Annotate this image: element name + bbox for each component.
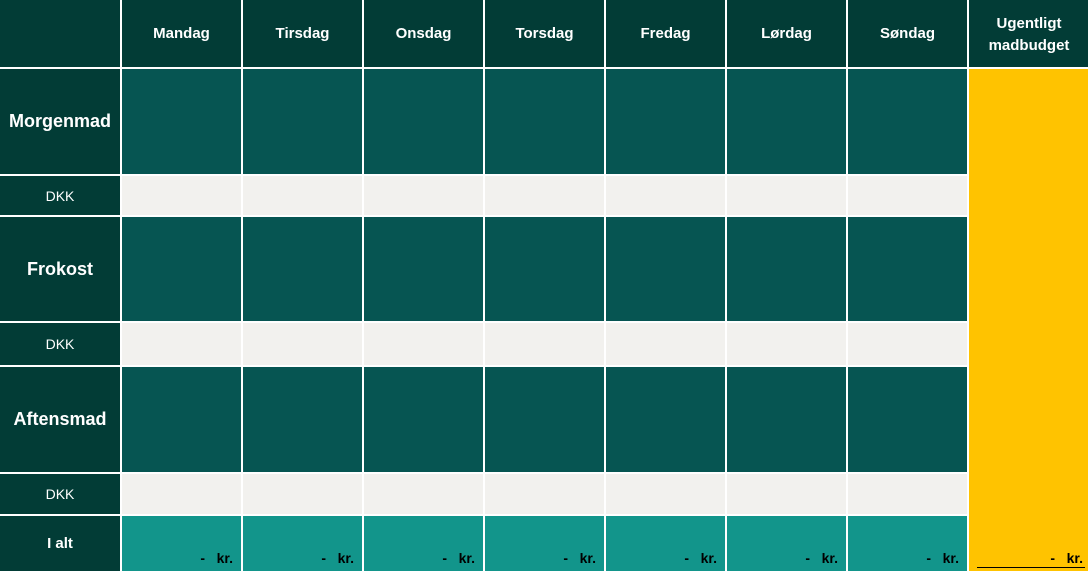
breakfast-dkk-cell-thursday[interactable] [485, 176, 604, 215]
breakfast-cell-saturday[interactable] [727, 69, 846, 174]
total-amount-thursday: - kr. [563, 550, 596, 566]
dinner-dkk-cell-monday[interactable] [122, 474, 241, 514]
total-amount-sunday: - kr. [926, 550, 959, 566]
breakfast-dkk-cell-saturday[interactable] [727, 176, 846, 215]
dinner-cell-saturday[interactable] [727, 367, 846, 472]
row-label-breakfast: Morgenmad [0, 69, 120, 174]
total-cell-monday: - kr. [122, 516, 241, 571]
dinner-cell-friday[interactable] [606, 367, 725, 472]
weekly-budget-underline [977, 567, 1085, 568]
lunch-cell-tuesday[interactable] [243, 217, 362, 321]
lunch-dkk-cell-sunday[interactable] [848, 323, 967, 365]
row-label-lunch: Frokost [0, 217, 120, 321]
weekly-budget-amount: - kr. [1050, 550, 1083, 566]
total-cell-wednesday: - kr. [364, 516, 483, 571]
total-amount-friday: - kr. [684, 550, 717, 566]
weekly-budget-header-line1: Ugentligt [996, 14, 1062, 32]
dinner-dkk-cell-friday[interactable] [606, 474, 725, 514]
lunch-dkk-cell-thursday[interactable] [485, 323, 604, 365]
lunch-cell-saturday[interactable] [727, 217, 846, 321]
dinner-dkk-cell-wednesday[interactable] [364, 474, 483, 514]
day-header-saturday: Lørdag [727, 0, 846, 67]
lunch-dkk-cell-monday[interactable] [122, 323, 241, 365]
total-cell-sunday: - kr. [848, 516, 967, 571]
row-label-breakfast-dkk: DKK [0, 176, 120, 215]
lunch-cell-monday[interactable] [122, 217, 241, 321]
total-cell-saturday: - kr. [727, 516, 846, 571]
breakfast-cell-sunday[interactable] [848, 69, 967, 174]
day-header-monday: Mandag [122, 0, 241, 67]
dinner-dkk-cell-thursday[interactable] [485, 474, 604, 514]
breakfast-cell-thursday[interactable] [485, 69, 604, 174]
weekly-budget-column[interactable]: - kr. [969, 69, 1088, 571]
total-amount-monday: - kr. [200, 550, 233, 566]
lunch-cell-sunday[interactable] [848, 217, 967, 321]
total-amount-saturday: - kr. [805, 550, 838, 566]
total-cell-tuesday: - kr. [243, 516, 362, 571]
lunch-dkk-cell-saturday[interactable] [727, 323, 846, 365]
breakfast-cell-friday[interactable] [606, 69, 725, 174]
dinner-dkk-cell-saturday[interactable] [727, 474, 846, 514]
dinner-dkk-cell-sunday[interactable] [848, 474, 967, 514]
dinner-cell-tuesday[interactable] [243, 367, 362, 472]
row-label-dinner: Aftensmad [0, 367, 120, 472]
total-amount-wednesday: - kr. [442, 550, 475, 566]
lunch-cell-friday[interactable] [606, 217, 725, 321]
total-cell-thursday: - kr. [485, 516, 604, 571]
breakfast-dkk-cell-friday[interactable] [606, 176, 725, 215]
day-header-thursday: Torsdag [485, 0, 604, 67]
corner-cell [0, 0, 120, 67]
total-cell-friday: - kr. [606, 516, 725, 571]
breakfast-dkk-cell-monday[interactable] [122, 176, 241, 215]
lunch-dkk-cell-friday[interactable] [606, 323, 725, 365]
lunch-dkk-cell-wednesday[interactable] [364, 323, 483, 365]
day-header-tuesday: Tirsdag [243, 0, 362, 67]
dinner-cell-wednesday[interactable] [364, 367, 483, 472]
breakfast-dkk-cell-tuesday[interactable] [243, 176, 362, 215]
day-header-sunday: Søndag [848, 0, 967, 67]
total-amount-tuesday: - kr. [321, 550, 354, 566]
dinner-dkk-cell-tuesday[interactable] [243, 474, 362, 514]
breakfast-dkk-cell-sunday[interactable] [848, 176, 967, 215]
lunch-cell-thursday[interactable] [485, 217, 604, 321]
breakfast-dkk-cell-wednesday[interactable] [364, 176, 483, 215]
breakfast-cell-wednesday[interactable] [364, 69, 483, 174]
breakfast-cell-tuesday[interactable] [243, 69, 362, 174]
weekly-budget-header-line2: madbudget [988, 36, 1070, 54]
row-label-dinner-dkk: DKK [0, 474, 120, 514]
dinner-cell-sunday[interactable] [848, 367, 967, 472]
row-label-lunch-dkk: DKK [0, 323, 120, 365]
weekly-budget-header: Ugentligt madbudget [969, 0, 1088, 67]
day-header-wednesday: Onsdag [364, 0, 483, 67]
lunch-cell-wednesday[interactable] [364, 217, 483, 321]
dinner-cell-thursday[interactable] [485, 367, 604, 472]
dinner-cell-monday[interactable] [122, 367, 241, 472]
lunch-dkk-cell-tuesday[interactable] [243, 323, 362, 365]
breakfast-cell-monday[interactable] [122, 69, 241, 174]
day-header-friday: Fredag [606, 0, 725, 67]
row-label-total: I alt [0, 516, 120, 571]
